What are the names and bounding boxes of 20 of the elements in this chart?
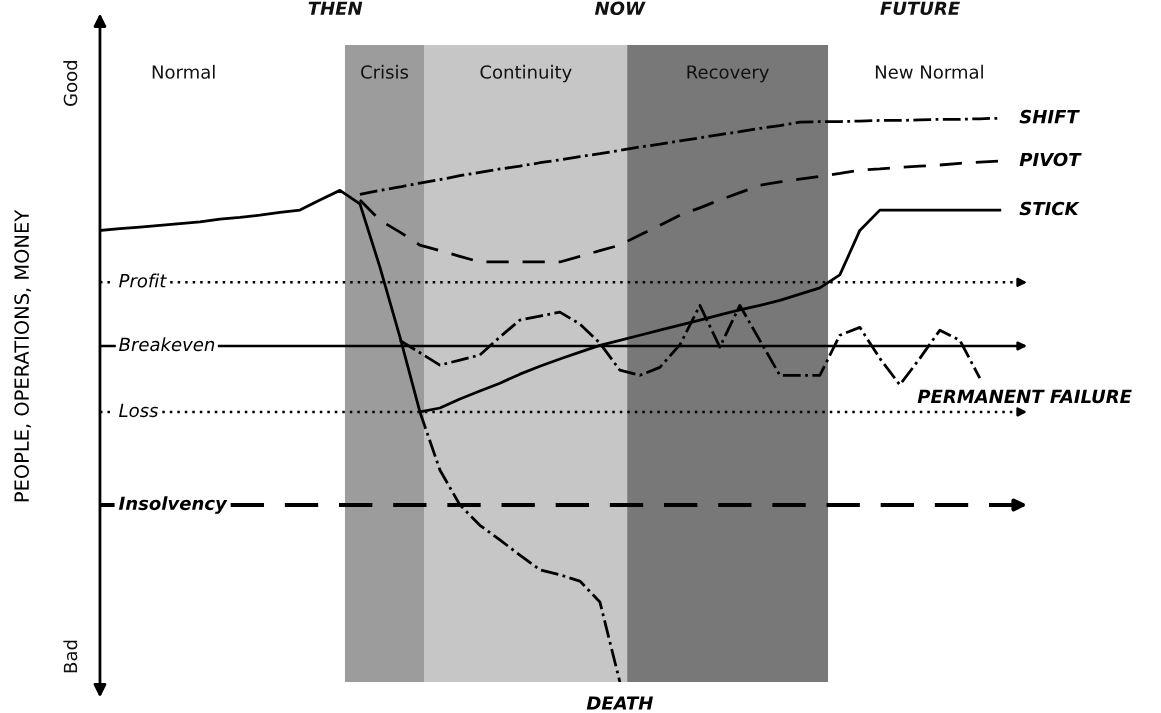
- ref-line-label: Loss: [119, 403, 159, 418]
- series-label: DEATH: [586, 696, 653, 710]
- y-axis-title: PEOPLE, OPERATIONS, MONEY: [14, 209, 31, 502]
- text: Crisis: [361, 64, 409, 79]
- ref-line-label: Profit: [119, 273, 167, 288]
- series-label: PERMANENT FAILURE: [917, 389, 1132, 404]
- series-label: STICK: [1019, 201, 1080, 216]
- ref-line-label: Insolvency: [118, 496, 228, 514]
- text: Continuity: [480, 64, 572, 83]
- text: Normal: [152, 64, 215, 79]
- ref-line-label: Breakeven: [119, 337, 215, 352]
- text: Good: [63, 61, 78, 106]
- text: New Normal: [875, 64, 983, 79]
- text: Recovery: [687, 65, 769, 83]
- text: NOW: [594, 1, 646, 16]
- text: Bad: [63, 640, 78, 673]
- text: THEN: [308, 1, 363, 15]
- series-label: SHIFT: [1019, 109, 1080, 124]
- series-label: PIVOT: [1019, 152, 1082, 167]
- text: FUTURE: [880, 1, 960, 16]
